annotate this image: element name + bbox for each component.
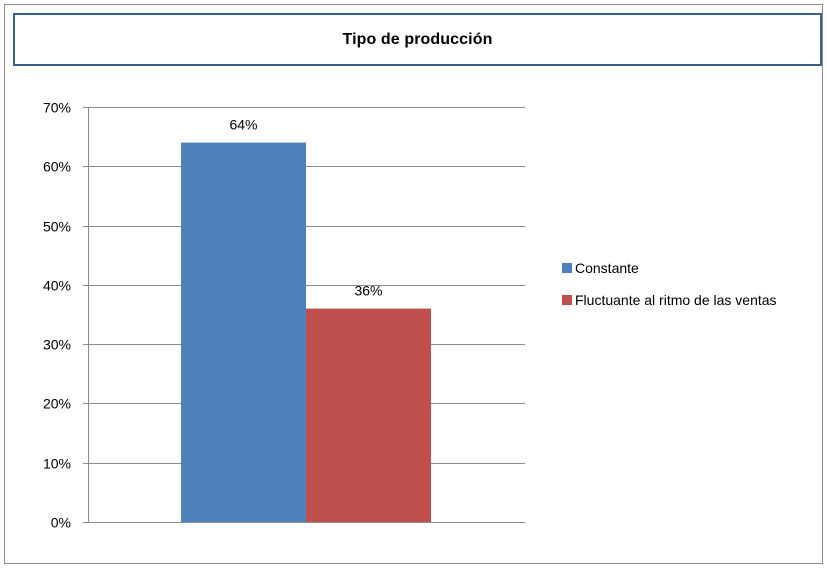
data-labels: 64% 36% — [229, 117, 382, 299]
y-tick-label: 60% — [43, 159, 71, 175]
y-tick-label: 30% — [43, 337, 71, 353]
y-tick-label: 40% — [43, 278, 71, 294]
legend: Constante Fluctuante al ritmo de las ven… — [562, 258, 777, 322]
bar-fluctuante — [306, 308, 431, 522]
data-label-constante: 64% — [229, 117, 257, 133]
bar-constante — [181, 142, 306, 523]
legend-swatch-constante — [562, 263, 572, 273]
legend-swatch-fluctuante — [562, 295, 572, 305]
legend-item-constante: Constante — [562, 258, 777, 278]
legend-item-fluctuante: Fluctuante al ritmo de las ventas — [562, 290, 777, 310]
bars — [181, 142, 431, 523]
chart-title-box: Tipo de producción — [13, 13, 822, 66]
legend-label-fluctuante: Fluctuante al ritmo de las ventas — [575, 292, 777, 308]
y-tick-label: 70% — [43, 100, 71, 116]
y-tick-label: 50% — [43, 219, 71, 235]
chart-title: Tipo de producción — [342, 30, 493, 48]
data-label-fluctuante: 36% — [354, 283, 382, 299]
y-tick-label: 20% — [43, 396, 71, 412]
y-axis: 0% 10% 20% 30% 40% 50% 60% 70% — [43, 100, 525, 531]
legend-label-constante: Constante — [575, 260, 639, 276]
y-tick-label: 10% — [43, 456, 71, 472]
y-tick-label: 0% — [51, 515, 71, 531]
